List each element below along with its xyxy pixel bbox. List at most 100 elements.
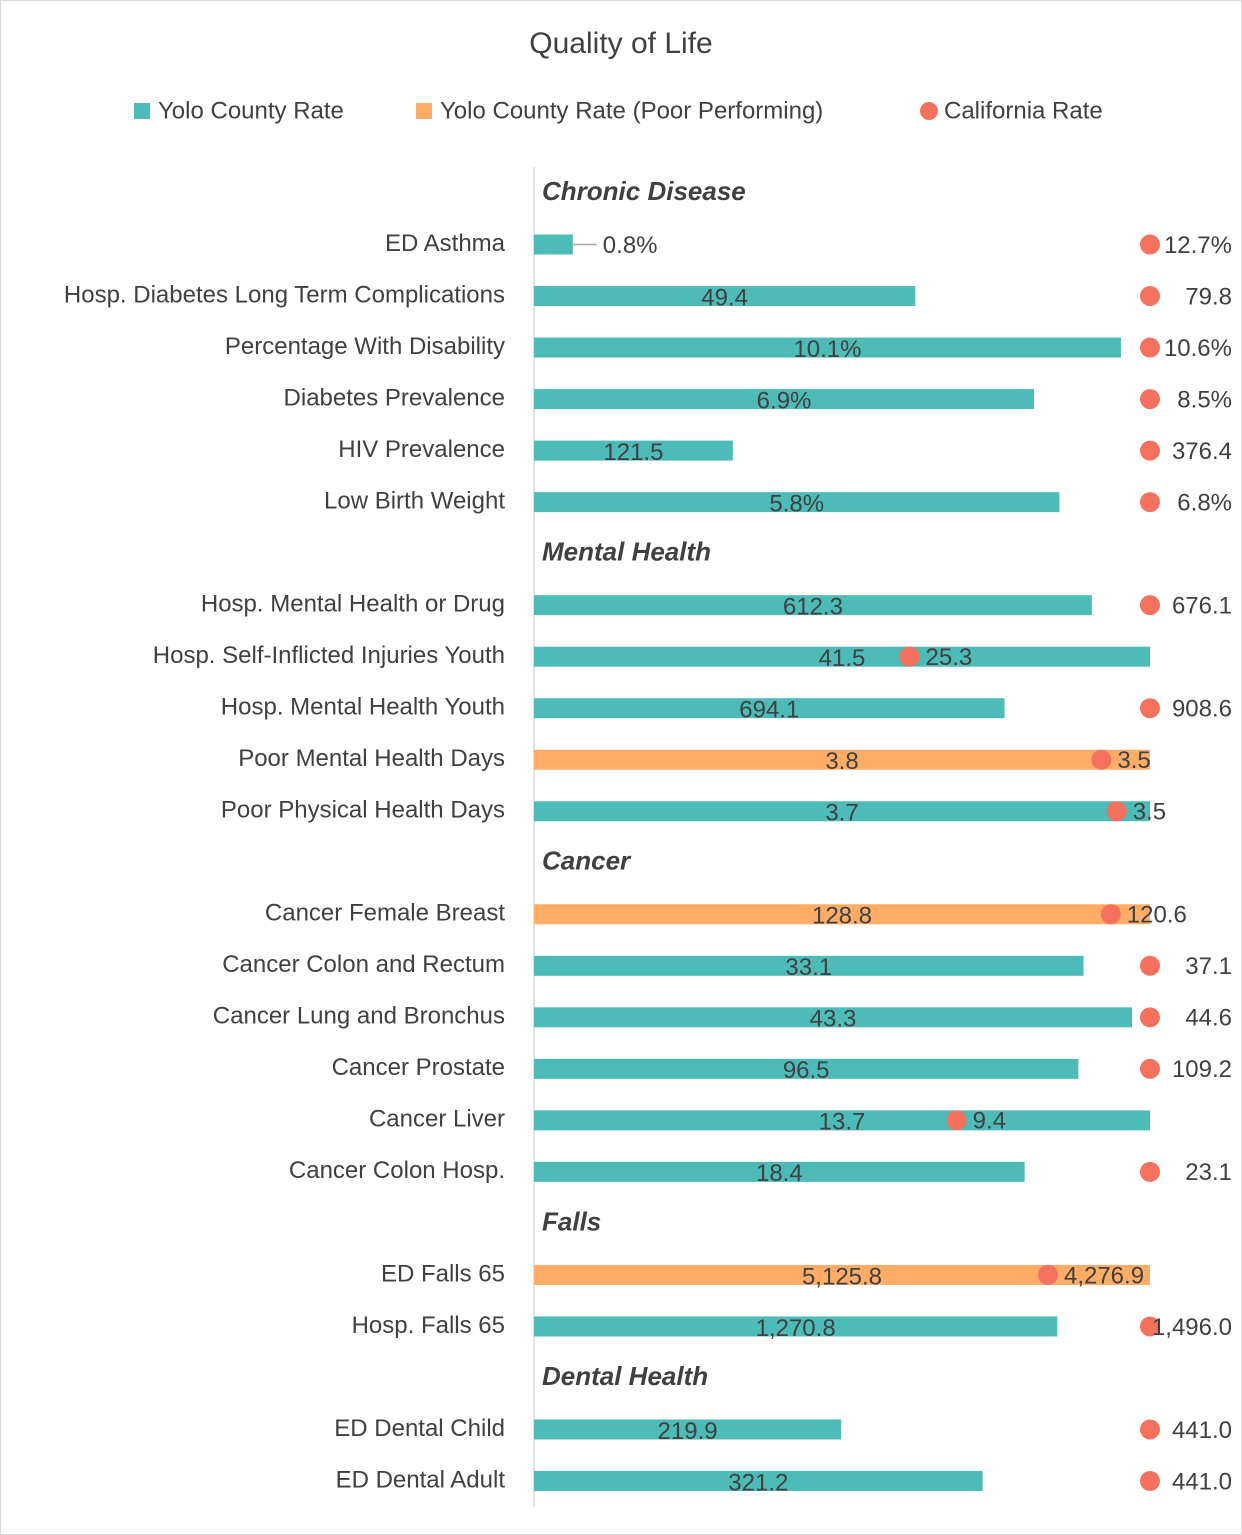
category-label: Low Birth Weight	[324, 487, 505, 514]
category-label: Hosp. Self-Inflicted Injuries Youth	[153, 642, 505, 669]
state-dot	[1140, 1161, 1160, 1182]
bar	[534, 1161, 1025, 1182]
bar-label: 694.1	[739, 697, 799, 724]
dot-label: 79.8	[1185, 283, 1232, 310]
category-label: Cancer Liver	[369, 1106, 505, 1133]
bar-label: 13.7	[819, 1109, 866, 1136]
state-dot	[1140, 440, 1160, 461]
state-dot	[1140, 1007, 1160, 1028]
state-dot	[1140, 955, 1160, 976]
state-dot	[1140, 698, 1160, 719]
category-label: HIV Prevalence	[338, 436, 505, 463]
bar-label: 219.9	[658, 1418, 718, 1445]
bar	[534, 337, 1121, 358]
dot-label: 120.6	[1127, 902, 1187, 929]
bar	[534, 1264, 1150, 1285]
category-label: Poor Mental Health Days	[238, 745, 505, 772]
state-dot	[1140, 1058, 1160, 1079]
state-dot	[946, 1110, 967, 1131]
bar	[534, 492, 1060, 513]
dot-label: 376.4	[1172, 438, 1232, 465]
category-label: ED Dental Adult	[336, 1466, 506, 1493]
dot-label: 12.7%	[1164, 232, 1232, 259]
bar	[534, 801, 1150, 822]
bar-label: 10.1%	[793, 336, 861, 363]
dot-label: 3.5	[1133, 799, 1166, 826]
bar-label: 43.3	[810, 1006, 857, 1033]
bar	[534, 1110, 1150, 1131]
legend-label: Yolo County Rate	[158, 97, 344, 124]
bar	[534, 1058, 1079, 1079]
bar	[534, 1316, 1058, 1337]
bar-label: 128.8	[812, 903, 872, 930]
dot-label: 4,276.9	[1064, 1262, 1144, 1289]
bar-label: 121.5	[603, 439, 663, 466]
bar-label: 49.4	[701, 284, 748, 311]
category-label: ED Falls 65	[381, 1260, 505, 1287]
category-label: Cancer Lung and Bronchus	[213, 1003, 505, 1030]
bar-label: 5.8%	[769, 490, 824, 517]
dot-label: 3.5	[1117, 747, 1150, 774]
dot-label: 908.6	[1172, 696, 1232, 723]
state-dot	[1140, 389, 1160, 410]
dot-label: 6.8%	[1177, 489, 1232, 516]
bar	[534, 595, 1092, 616]
bar-label: 41.5	[819, 645, 866, 672]
bar	[534, 698, 1005, 719]
dot-label: 10.6%	[1164, 335, 1232, 362]
legend-marker	[920, 102, 938, 120]
category-label: Hosp. Mental Health or Drug	[201, 591, 505, 618]
category-label: ED Asthma	[385, 230, 506, 257]
state-dot	[1140, 492, 1160, 513]
state-dot	[1100, 904, 1121, 925]
state-dot	[1140, 1419, 1160, 1440]
dot-label: 9.4	[973, 1108, 1006, 1135]
dot-label: 109.2	[1172, 1056, 1232, 1083]
state-dot	[1140, 1316, 1160, 1337]
bar	[534, 389, 1035, 410]
dot-label: 37.1	[1185, 953, 1232, 980]
bar-label: 0.8%	[603, 232, 658, 259]
group-heading: Cancer	[542, 846, 632, 876]
category-label: Percentage With Disability	[225, 333, 505, 360]
bar-label: 6.9%	[757, 387, 812, 414]
group-heading: Mental Health	[542, 537, 711, 567]
category-label: ED Dental Child	[334, 1415, 505, 1442]
state-dot	[1140, 1471, 1160, 1491]
category-label: Cancer Female Breast	[265, 900, 505, 927]
bar-label: 1,270.8	[756, 1315, 836, 1342]
dot-label: 23.1	[1185, 1159, 1232, 1186]
category-label: Hosp. Falls 65	[352, 1312, 505, 1339]
legend-label: Yolo County Rate (Poor Performing)	[440, 97, 823, 124]
bar-label: 18.4	[756, 1160, 803, 1187]
state-dot	[1140, 337, 1160, 358]
group-heading: Falls	[542, 1206, 601, 1236]
category-label: Cancer Colon Hosp.	[289, 1157, 505, 1184]
legend-marker	[134, 103, 150, 119]
bar-label: 3.7	[825, 800, 858, 827]
bar-label: 321.2	[728, 1469, 788, 1496]
dot-label: 8.5%	[1177, 386, 1232, 413]
bar-label: 96.5	[783, 1057, 830, 1084]
bar	[534, 646, 1150, 667]
legend-label: California Rate	[944, 97, 1103, 124]
state-dot	[1140, 286, 1160, 307]
bar-label: 612.3	[783, 594, 843, 621]
bar	[534, 1471, 983, 1491]
dot-label: 441.0	[1172, 1468, 1232, 1495]
chart-title: Quality of Life	[529, 27, 712, 60]
category-label: Cancer Colon and Rectum	[222, 951, 505, 978]
bar-label: 3.8	[825, 748, 858, 775]
bar	[534, 234, 573, 255]
state-dot	[1091, 749, 1112, 770]
bar	[534, 955, 1084, 976]
dot-label: 441.0	[1172, 1417, 1232, 1444]
bar	[534, 904, 1150, 925]
bar	[534, 440, 733, 461]
dot-label: 44.6	[1185, 1005, 1232, 1032]
state-dot	[1106, 801, 1127, 822]
category-label: Diabetes Prevalence	[284, 384, 505, 411]
bar	[534, 1419, 842, 1440]
category-label: Poor Physical Health Days	[221, 797, 505, 824]
